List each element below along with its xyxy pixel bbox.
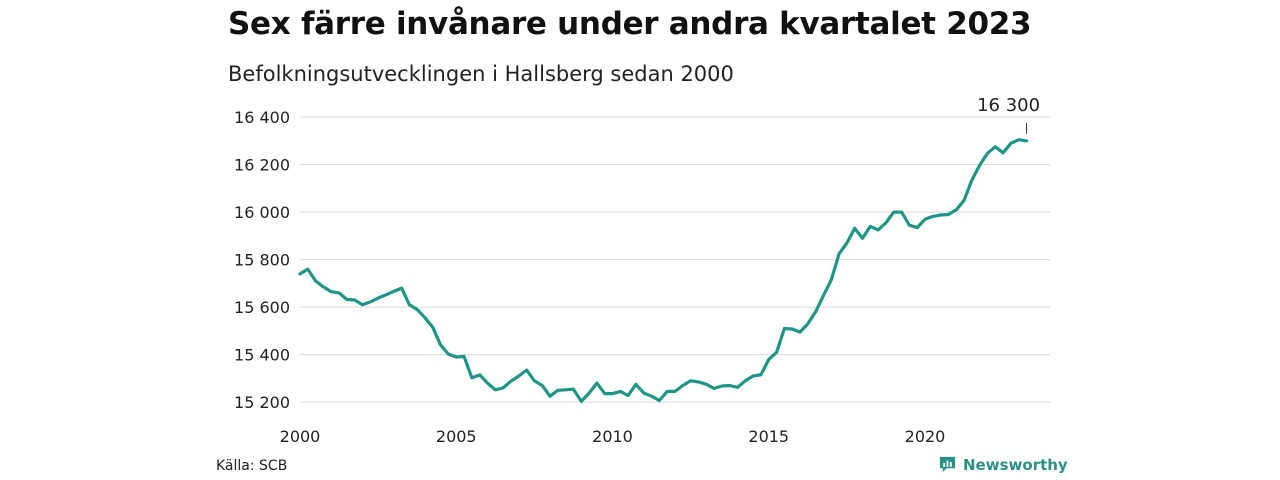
series-layer xyxy=(298,138,1029,403)
x-tick-label: 2005 xyxy=(436,427,477,446)
y-tick-label: 16 400 xyxy=(234,108,290,127)
chart-title: Sex färre invånare under andra kvartalet… xyxy=(228,6,1032,42)
source-note: Källa: SCB xyxy=(216,458,288,474)
newsworthy-logo-icon xyxy=(939,456,956,473)
y-tick-label: 16 200 xyxy=(234,156,290,175)
x-axis: 2000 2005 2010 2015 2020 xyxy=(280,427,946,446)
brand-logo: Newsworthy xyxy=(938,455,1068,474)
chart-subtitle: Befolkningsutvecklingen i Hallsberg seda… xyxy=(228,62,734,86)
gridlines xyxy=(300,116,1050,403)
annotation-layer: 16 300 xyxy=(977,95,1040,134)
x-tick-label: 2000 xyxy=(280,427,321,446)
population-line xyxy=(298,138,1029,403)
brand-name: Newsworthy xyxy=(963,455,1068,474)
y-tick-label: 15 800 xyxy=(234,251,290,270)
y-axis: 15 200 15 400 15 600 15 800 16 000 16 200 16 4… xyxy=(234,108,290,412)
y-tick-label: 16 000 xyxy=(234,203,290,222)
x-tick-label: 2015 xyxy=(748,427,789,446)
y-tick-label: 15 200 xyxy=(234,393,290,412)
y-tick-label: 15 400 xyxy=(234,346,290,365)
y-tick-label: 15 600 xyxy=(234,298,290,317)
x-tick-label: 2020 xyxy=(905,427,946,446)
annotation-label: 16 300 xyxy=(977,95,1040,116)
x-tick-label: 2010 xyxy=(592,427,633,446)
